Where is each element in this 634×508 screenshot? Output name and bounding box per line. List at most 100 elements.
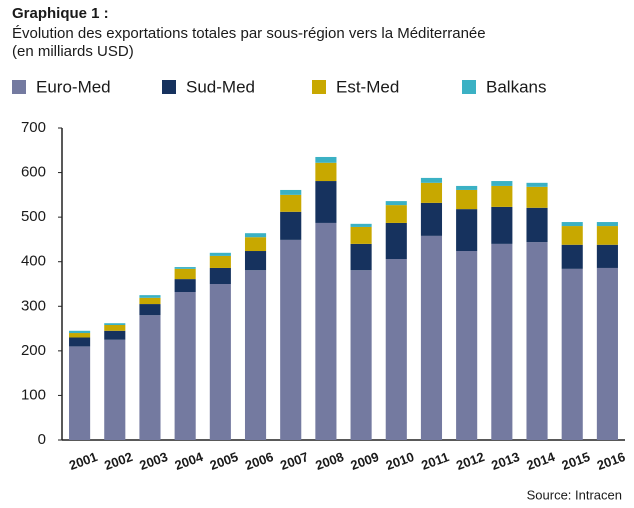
x-tick-label: 2004	[173, 449, 206, 473]
bar	[385, 205, 407, 223]
unit-label: (en milliards USD)	[12, 43, 134, 60]
bar	[280, 211, 302, 240]
x-tick-label: 2010	[384, 449, 416, 473]
bar	[596, 226, 618, 245]
bar	[244, 237, 267, 252]
bar	[561, 222, 583, 227]
legend-swatch	[12, 80, 26, 94]
bar	[174, 279, 196, 293]
bar	[456, 185, 478, 190]
bar	[174, 267, 196, 269]
y-tick-label: 500	[21, 208, 46, 225]
bar	[385, 222, 407, 260]
bar	[385, 259, 407, 440]
x-tick-label: 2001	[67, 449, 99, 473]
x-tick-label: 2002	[102, 449, 134, 473]
x-tick-label: 2014	[525, 449, 558, 473]
bar	[526, 182, 548, 187]
y-tick-label: 600	[21, 164, 46, 181]
bar	[244, 233, 267, 238]
legend-label: Sud-Med	[186, 77, 255, 96]
bar	[350, 243, 372, 271]
bar	[280, 189, 302, 195]
bar	[350, 270, 372, 440]
x-tick-label: 2006	[243, 449, 275, 473]
bar	[104, 330, 126, 340]
bar	[104, 323, 126, 326]
x-tick-label: 2009	[349, 449, 381, 473]
bar	[315, 222, 337, 440]
bar	[596, 267, 618, 440]
bar	[209, 255, 231, 268]
bar	[526, 207, 548, 243]
bar	[420, 235, 443, 440]
bar	[69, 337, 91, 347]
bar	[209, 252, 231, 256]
y-tick-label: 200	[21, 342, 46, 359]
bar	[280, 194, 302, 212]
bar	[174, 292, 196, 440]
y-tick-label: 700	[21, 119, 46, 136]
x-tick-label: 2011	[419, 449, 451, 473]
bar	[491, 185, 513, 207]
bar	[350, 223, 372, 227]
bar	[69, 330, 91, 334]
bar	[69, 333, 91, 338]
bar	[174, 268, 196, 280]
legend-swatch	[462, 80, 476, 94]
y-tick-label: 0	[38, 431, 46, 448]
bar	[104, 339, 126, 440]
bar	[596, 222, 618, 227]
x-tick-label: 2016	[595, 449, 627, 473]
source: Source: Intracen	[527, 487, 622, 502]
chart-title: Graphique 1 :	[12, 5, 109, 22]
bar	[456, 189, 478, 210]
bar	[69, 346, 91, 440]
x-tick-label: 2005	[208, 449, 240, 473]
bar	[561, 268, 583, 440]
legend-label: Balkans	[486, 77, 546, 96]
bar	[209, 267, 231, 284]
chart-subtitle: Évolution des exportations totales par s…	[12, 25, 486, 42]
bar	[491, 181, 513, 186]
x-tick-label: 2015	[560, 449, 592, 473]
bar	[139, 315, 161, 440]
bar	[139, 295, 161, 298]
bar	[209, 284, 231, 440]
x-tick-label: 2008	[313, 449, 345, 473]
legend-swatch	[162, 80, 176, 94]
bar	[350, 226, 372, 244]
legend-label: Euro-Med	[36, 77, 111, 96]
bar	[315, 156, 337, 163]
x-tick-label: 2007	[278, 449, 310, 473]
y-tick-label: 300	[21, 297, 46, 314]
bar	[385, 201, 407, 206]
bar	[491, 206, 513, 244]
bar	[244, 251, 267, 271]
bar	[139, 304, 161, 316]
bar	[104, 325, 126, 331]
bar	[244, 270, 267, 440]
legend-label: Est-Med	[336, 77, 399, 96]
bar	[561, 226, 583, 245]
bar	[420, 177, 443, 183]
y-tick-label: 100	[21, 386, 46, 403]
bar	[526, 186, 548, 208]
x-tick-label: 2013	[489, 449, 521, 473]
bar	[315, 181, 337, 223]
bar	[420, 182, 443, 203]
bar	[456, 251, 478, 440]
bar	[491, 243, 513, 440]
bar	[596, 244, 618, 268]
bar	[561, 244, 583, 269]
bar	[280, 239, 302, 440]
x-tick-label: 2003	[137, 449, 169, 473]
bar	[139, 297, 161, 305]
bar	[315, 162, 337, 182]
x-tick-label: 2012	[454, 449, 486, 473]
bar	[526, 242, 548, 440]
bar	[420, 202, 443, 236]
bar	[456, 209, 478, 252]
y-tick-label: 400	[21, 253, 46, 270]
